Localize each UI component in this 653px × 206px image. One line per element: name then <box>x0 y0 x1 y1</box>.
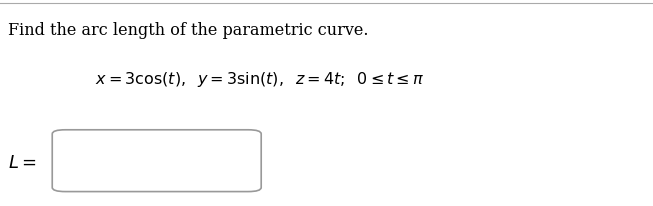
Text: $L =$: $L =$ <box>8 154 37 172</box>
FancyBboxPatch shape <box>52 130 261 192</box>
Text: $x = 3\cos(t), \;\; y = 3\sin(t), \;\; z = 4t; \;\; 0 \leq t \leq \pi$: $x = 3\cos(t), \;\; y = 3\sin(t), \;\; z… <box>95 70 424 89</box>
Text: Find the arc length of the parametric curve.: Find the arc length of the parametric cu… <box>8 22 368 39</box>
